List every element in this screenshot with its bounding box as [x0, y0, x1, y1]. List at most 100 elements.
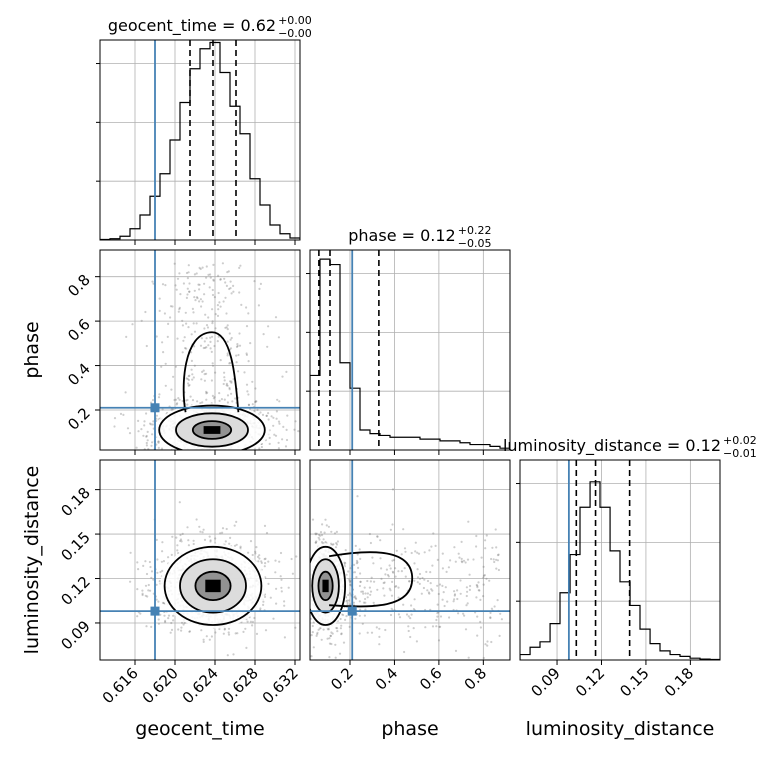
sample-point: [201, 401, 204, 404]
sample-point: [157, 600, 160, 603]
x-tick-label: 0.09: [528, 664, 564, 700]
sample-point: [260, 445, 263, 449]
sample-point: [315, 532, 318, 535]
sample-point: [181, 319, 184, 322]
sample-point: [430, 588, 433, 591]
sample-point: [218, 627, 221, 631]
sample-point: [467, 520, 470, 523]
sample-point: [238, 332, 241, 335]
sample-point: [214, 371, 217, 374]
sample-point: [339, 627, 342, 630]
sample-point: [187, 544, 190, 547]
sample-point: [178, 272, 181, 275]
sample-point: [263, 524, 267, 528]
sample-point: [317, 628, 320, 631]
sample-point: [161, 601, 165, 605]
sample-point: [277, 441, 280, 444]
sample-point: [157, 618, 160, 621]
title-text: luminosity_distance = 0.12: [503, 436, 721, 456]
sample-point: [135, 446, 138, 449]
title-median: phase = 0.12: [348, 226, 455, 245]
sample-point: [193, 289, 196, 292]
sample-point: [149, 565, 152, 569]
sample-point: [389, 589, 392, 592]
sample-point: [496, 559, 499, 562]
sample-point: [136, 561, 139, 564]
sample-point: [230, 336, 233, 340]
sample-point: [219, 359, 222, 362]
sample-point: [278, 560, 281, 563]
sample-point: [247, 360, 250, 363]
sample-point: [279, 551, 283, 555]
sample-point: [310, 655, 313, 658]
title-text: geocent_time = 0.62: [108, 16, 276, 36]
sample-point: [389, 528, 392, 531]
sample-point: [254, 400, 257, 403]
sample-point: [294, 626, 297, 629]
sample-point: [232, 653, 235, 656]
sample-point: [274, 434, 278, 437]
sample-point: [180, 626, 183, 629]
sample-point: [259, 282, 262, 285]
sample-point: [257, 560, 260, 563]
sample-point: [236, 632, 239, 635]
sample-point: [195, 296, 199, 299]
sample-point: [464, 561, 467, 564]
sample-point: [247, 312, 250, 315]
sample-point: [261, 413, 265, 416]
sample-point: [185, 347, 188, 350]
sample-point: [200, 629, 203, 632]
sample-point: [441, 552, 444, 555]
sample-point: [421, 576, 424, 580]
sample-point: [124, 391, 127, 394]
sample-point: [356, 495, 359, 498]
sample-point: [216, 340, 219, 343]
sample-point: [140, 319, 143, 322]
sample-point: [249, 620, 252, 623]
sample-point: [158, 580, 161, 583]
sample-point: [335, 542, 338, 545]
y-axis-label-phase: phase: [21, 321, 43, 378]
contour-line: [163, 545, 263, 626]
sample-point: [364, 608, 367, 611]
sample-point: [275, 417, 278, 420]
sample-point: [260, 561, 263, 565]
sample-point: [407, 615, 410, 618]
sample-point: [225, 527, 228, 531]
sample-point: [449, 559, 452, 562]
sample-point: [273, 433, 276, 436]
sample-point: [162, 351, 165, 354]
sample-point: [468, 573, 471, 576]
sample-point: [403, 567, 406, 570]
sample-point: [193, 345, 196, 348]
sample-point: [179, 538, 183, 541]
sample-point: [397, 596, 400, 599]
sample-point: [413, 562, 416, 565]
sample-point: [214, 313, 217, 316]
sample-point: [340, 624, 343, 627]
sample-point: [172, 614, 175, 617]
sample-point: [354, 595, 357, 598]
sample-point: [267, 325, 270, 328]
sample-point: [157, 446, 160, 449]
sample-point: [362, 592, 365, 595]
sample-point: [331, 632, 334, 635]
sample-point: [224, 326, 227, 329]
sample-point: [211, 362, 214, 365]
sample-point: [410, 551, 413, 555]
sample-point: [472, 558, 475, 561]
sample-point: [211, 293, 215, 297]
sample-point: [182, 623, 185, 626]
sample-point: [203, 373, 206, 376]
contour-line: [328, 551, 414, 608]
contour-line: [310, 545, 347, 626]
sample-point: [192, 376, 195, 379]
sample-point: [437, 639, 441, 642]
sample-point: [255, 400, 258, 403]
sample-point: [202, 369, 205, 372]
sample-point: [150, 570, 154, 573]
sample-point: [423, 578, 426, 581]
sample-point: [354, 617, 357, 620]
sample-point: [227, 633, 231, 636]
sample-point: [448, 616, 451, 619]
